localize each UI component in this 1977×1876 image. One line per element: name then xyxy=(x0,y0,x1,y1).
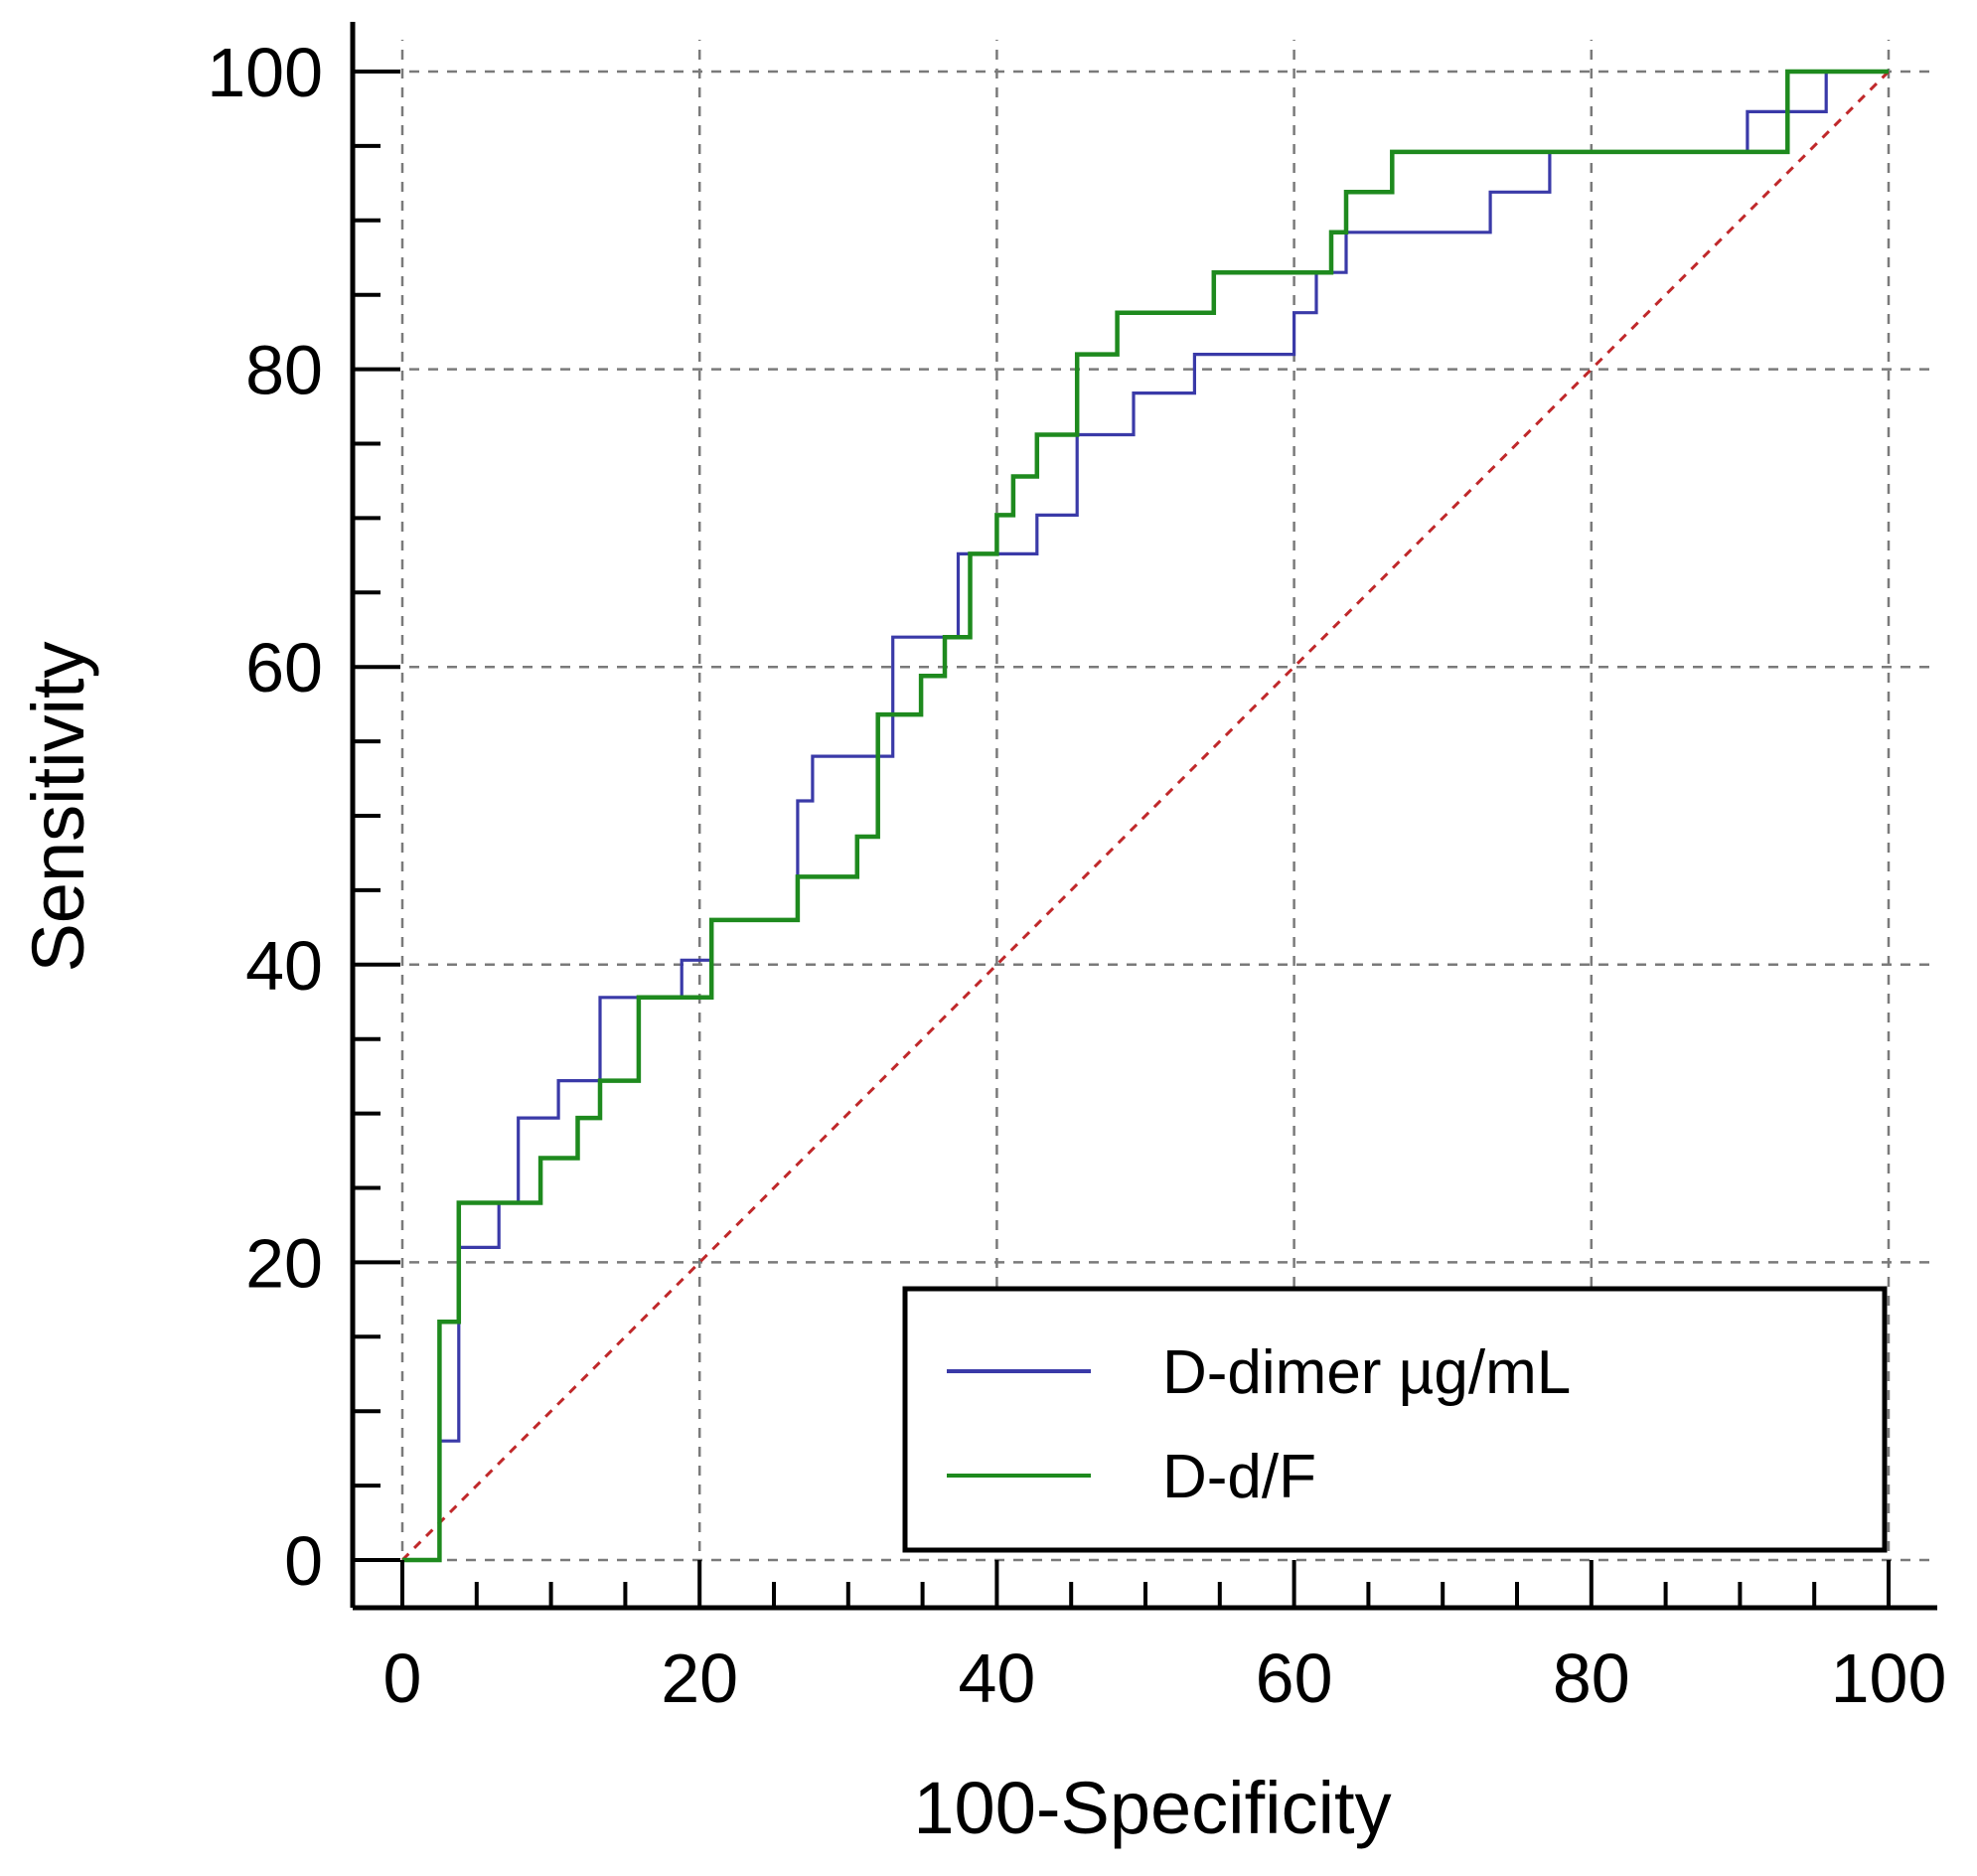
reference-diagonal-group xyxy=(400,70,1891,1562)
y-tick-label-100: 100 xyxy=(207,34,323,111)
axes xyxy=(350,22,1937,1611)
y-tick-label-80: 80 xyxy=(245,332,323,409)
series-line-dd-f xyxy=(402,69,1889,1563)
x-tick-label-100: 100 xyxy=(1831,1640,1947,1717)
tick-labels: 0 20 40 60 80 100 0 20 40 60 80 100 xyxy=(207,34,1946,1717)
grid-lines xyxy=(353,40,1937,1608)
legend-label-dd-f: D-d/F xyxy=(1162,1443,1316,1511)
reference-diagonal-line xyxy=(400,70,1891,1562)
x-tick-label-80: 80 xyxy=(1553,1640,1630,1717)
y-tick-label-60: 60 xyxy=(245,629,323,706)
y-tick-label-20: 20 xyxy=(245,1224,323,1302)
legend-box xyxy=(902,1286,1888,1553)
x-tick-label-60: 60 xyxy=(1256,1640,1333,1717)
x-axis-title: 100-Specificity xyxy=(913,1767,1391,1849)
y-tick-label-40: 40 xyxy=(245,927,323,1005)
x-tick-label-20: 20 xyxy=(661,1640,738,1717)
y-tick-label-0: 0 xyxy=(284,1522,323,1600)
series-group xyxy=(402,69,1889,1563)
x-tick-label-40: 40 xyxy=(958,1640,1035,1717)
legend-label-d-dimer: D-dimer µg/mL xyxy=(1162,1338,1571,1407)
legend: D-dimer µg/mL D-d/F xyxy=(902,1286,1888,1553)
x-tick-label-0: 0 xyxy=(383,1640,422,1717)
y-axis-title: Sensitivity xyxy=(17,641,99,972)
